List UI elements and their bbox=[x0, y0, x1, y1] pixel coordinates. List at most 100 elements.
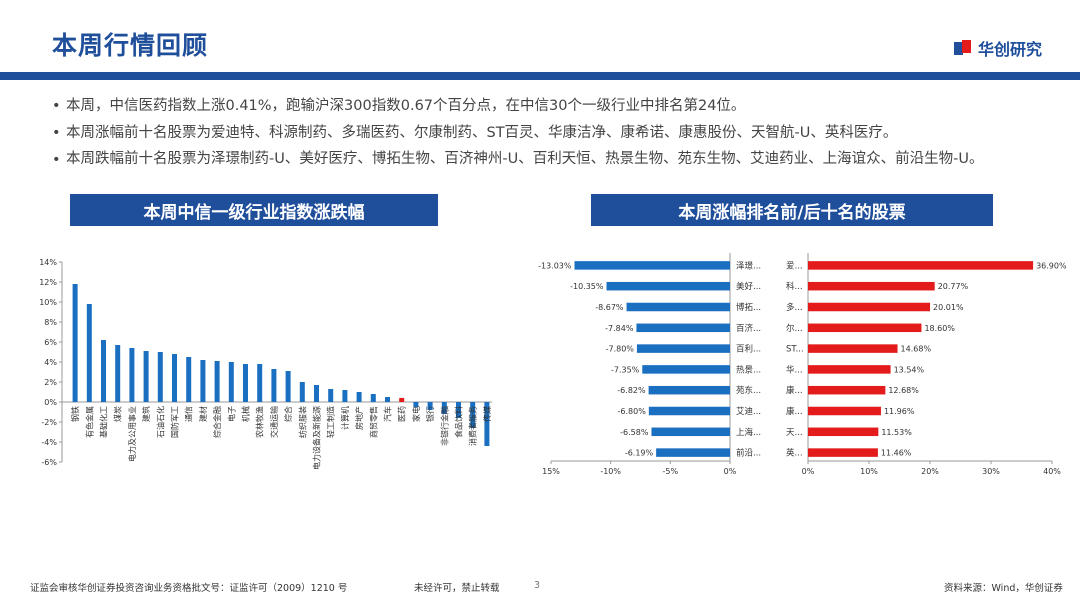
page-title: 本周行情回顾 bbox=[52, 31, 209, 60]
gainer-name-label: 康... bbox=[786, 406, 803, 417]
bar-纺织服装 bbox=[299, 382, 305, 402]
bar-综合 bbox=[285, 371, 291, 402]
bar-综合金融 bbox=[214, 361, 220, 402]
y-tick-label: -2% bbox=[41, 418, 57, 427]
loser-name-label: 前沿... bbox=[736, 448, 761, 459]
bullet-item: • 本周，中信医药指数上涨0.41%，跑输沪深300指数0.67个百分点，在中信3… bbox=[52, 98, 746, 114]
category-label: 钢铁 bbox=[70, 406, 80, 422]
category-label: 电子 bbox=[226, 406, 236, 422]
category-label: 房地产 bbox=[354, 406, 364, 430]
bar-计算机 bbox=[342, 390, 348, 402]
bullet-text: 本周跌幅前十名股票为泽璟制药-U、美好医疗、博拓生物、百济神州-U、百利天恒、热… bbox=[66, 151, 984, 167]
bar-商贸零售 bbox=[370, 394, 376, 402]
loser-bar bbox=[636, 323, 730, 333]
y-tick-label: -6% bbox=[41, 458, 57, 467]
gainer-value-label: 11.46% bbox=[881, 449, 912, 458]
loser-bar bbox=[574, 261, 730, 270]
y-tick-label: 10% bbox=[39, 298, 57, 307]
loser-name-label: 艾迪... bbox=[736, 406, 761, 417]
bar-石油石化 bbox=[157, 352, 163, 402]
category-label: 电力设备及新能源 bbox=[312, 406, 322, 470]
gainer-value-label: 12.68% bbox=[888, 386, 919, 395]
gainer-bar bbox=[808, 261, 1034, 270]
loser-bar bbox=[656, 448, 730, 457]
summary-bullets: • 本周，中信医药指数上涨0.41%，跑输沪深300指数0.67个百分点，在中信3… bbox=[52, 96, 1062, 197]
bar-有色金属 bbox=[86, 304, 92, 402]
category-label: 电力及公用事业 bbox=[127, 406, 137, 462]
gainer-name-label: 华... bbox=[786, 364, 803, 375]
loser-x-tick-label: -5% bbox=[663, 467, 679, 476]
loser-name-label: 泽璟... bbox=[736, 261, 761, 271]
category-label: 通信 bbox=[184, 406, 194, 422]
category-label: 商贸零售 bbox=[368, 406, 378, 438]
gainer-bar bbox=[808, 344, 898, 353]
bar-钢铁 bbox=[72, 284, 78, 402]
category-label: 银行 bbox=[425, 406, 435, 422]
loser-x-tick-label: 15% bbox=[542, 467, 560, 476]
bar-食品饮料 bbox=[456, 402, 461, 418]
loser-value-label: -6.58% bbox=[620, 428, 649, 437]
gainer-bar bbox=[808, 448, 878, 457]
category-label: 消费者服务 bbox=[468, 406, 478, 446]
loser-name-label: 苑东... bbox=[736, 385, 761, 396]
loser-name-label: 百济... bbox=[736, 323, 761, 334]
bar-房地产 bbox=[356, 392, 362, 402]
bullet-text: 本周涨幅前十名股票为爱迪特、科源制药、多瑞医药、尔康制药、ST百灵、华康洁净、康… bbox=[66, 125, 898, 141]
bar-基础化工 bbox=[101, 340, 106, 402]
gainer-name-label: 科... bbox=[786, 281, 803, 292]
loser-value-label: -6.19% bbox=[625, 449, 654, 458]
gainer-name-label: 爱... bbox=[786, 261, 803, 271]
bar-交通运输 bbox=[271, 369, 277, 402]
gainer-bar bbox=[808, 406, 881, 416]
page-number: 3 bbox=[534, 580, 541, 591]
gainer-name-label: 天... bbox=[786, 428, 803, 438]
bar-传媒 bbox=[484, 402, 490, 446]
category-label: 国防军工 bbox=[170, 406, 180, 438]
loser-name-label: 美好... bbox=[736, 281, 761, 292]
category-label: 农林牧渔 bbox=[255, 406, 265, 438]
y-tick-label: 2% bbox=[44, 378, 57, 387]
bar-汽车 bbox=[385, 397, 390, 402]
bar-电力及公用事业 bbox=[129, 348, 135, 402]
loser-value-label: -7.84% bbox=[605, 324, 634, 333]
industry-chart-banner: 本周中信一级行业指数涨跌幅 bbox=[70, 194, 438, 226]
loser-bar bbox=[651, 427, 730, 437]
bar-通信 bbox=[186, 357, 192, 402]
y-tick-label: -4% bbox=[41, 438, 57, 447]
category-label: 非银行金融 bbox=[439, 406, 449, 446]
gainer-value-label: 11.53% bbox=[881, 428, 912, 437]
y-tick-label: 8% bbox=[44, 318, 57, 327]
loser-bar bbox=[636, 344, 730, 353]
category-label: 食品饮料 bbox=[454, 406, 464, 438]
bullet-item: • 本周涨幅前十名股票为爱迪特、科源制药、多瑞医药、尔康制药、ST百灵、华康洁净、… bbox=[52, 125, 898, 141]
logo-text: 华创研究 bbox=[977, 40, 1042, 59]
gainer-name-label: 康... bbox=[786, 385, 803, 396]
y-tick-label: 0% bbox=[44, 398, 57, 407]
bar-医药 bbox=[399, 397, 405, 402]
copyright-note: 未经许可，禁止转载 bbox=[414, 583, 500, 594]
category-label: 轻工制造 bbox=[326, 406, 336, 438]
category-label: 基础化工 bbox=[99, 406, 109, 438]
bar-煤炭 bbox=[115, 345, 121, 402]
loser-name-label: 博拓... bbox=[736, 302, 761, 313]
bar-电力设备及新能源 bbox=[314, 385, 319, 402]
loser-bar bbox=[648, 385, 730, 395]
bar-建材 bbox=[200, 360, 206, 402]
loser-bar bbox=[626, 302, 730, 312]
category-label: 建筑 bbox=[141, 406, 151, 422]
loser-value-label: -6.82% bbox=[617, 386, 646, 395]
bar-家电 bbox=[413, 402, 419, 407]
stock-chart: 15% -10% -5% 0% -13.03% 泽璟... -10.35% 美好... -8.6… bbox=[538, 253, 1067, 476]
gainer-bar bbox=[808, 302, 931, 312]
gainer-x-tick-label: 10% bbox=[860, 467, 878, 476]
category-label: 家电 bbox=[411, 406, 421, 422]
gainer-value-label: 11.96% bbox=[884, 407, 915, 416]
gainer-value-label: 20.01% bbox=[933, 303, 964, 312]
gainer-name-label: ST... bbox=[786, 345, 804, 355]
gainer-x-tick-label: 30% bbox=[982, 467, 1000, 476]
category-label: 石油石化 bbox=[155, 406, 165, 438]
category-label: 有色金属 bbox=[84, 406, 94, 438]
stock-chart-banner: 本周涨幅排名前/后十名的股票 bbox=[591, 194, 993, 226]
bar-银行 bbox=[427, 402, 433, 410]
gainer-bar bbox=[808, 323, 922, 333]
